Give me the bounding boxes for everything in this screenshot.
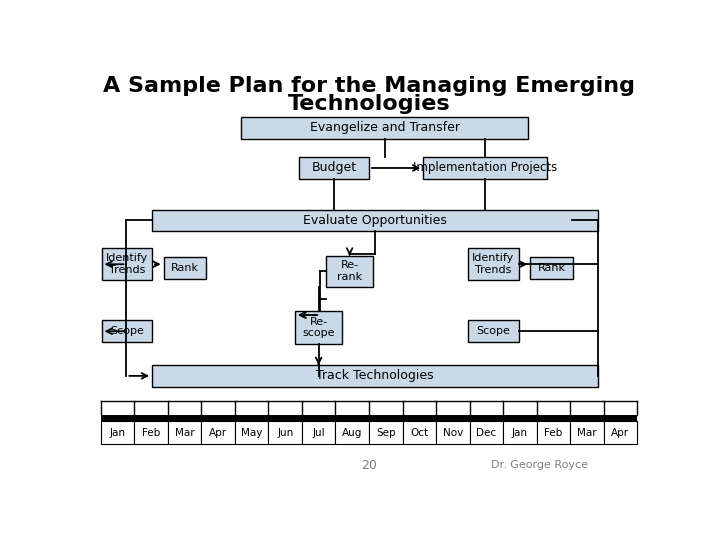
- Bar: [163, 257, 206, 279]
- Text: Oct: Oct: [410, 428, 428, 438]
- Text: 20: 20: [361, 458, 377, 472]
- Text: Sep: Sep: [376, 428, 395, 438]
- Bar: [570, 421, 603, 444]
- Bar: [530, 257, 573, 279]
- Text: May: May: [241, 428, 262, 438]
- Bar: [202, 421, 235, 444]
- Text: Jan: Jan: [109, 428, 125, 438]
- Bar: [423, 157, 547, 179]
- Text: Implementation Projects: Implementation Projects: [413, 161, 557, 174]
- Bar: [300, 157, 369, 179]
- Bar: [295, 311, 342, 343]
- Text: Dr. George Royce: Dr. George Royce: [491, 460, 588, 470]
- Text: Budget: Budget: [312, 161, 356, 174]
- Text: Feb: Feb: [544, 428, 562, 438]
- Bar: [152, 365, 598, 387]
- Bar: [235, 421, 269, 444]
- Bar: [101, 415, 637, 421]
- Bar: [102, 248, 152, 280]
- Text: Evaluate Opportunities: Evaluate Opportunities: [303, 214, 446, 227]
- Text: Mar: Mar: [175, 428, 194, 438]
- Bar: [326, 256, 373, 287]
- Bar: [468, 320, 518, 342]
- Bar: [603, 421, 637, 444]
- Text: Rank: Rank: [171, 263, 199, 273]
- Bar: [336, 421, 369, 444]
- Text: Dec: Dec: [476, 428, 496, 438]
- Bar: [168, 421, 202, 444]
- Text: Technologies: Technologies: [288, 94, 450, 114]
- Bar: [503, 421, 536, 444]
- Text: Jun: Jun: [277, 428, 293, 438]
- Text: Scope: Scope: [477, 326, 510, 336]
- Text: Identify
Trends: Identify Trends: [472, 253, 515, 275]
- Text: Jul: Jul: [312, 428, 325, 438]
- Text: Aug: Aug: [342, 428, 362, 438]
- Bar: [101, 421, 135, 444]
- Bar: [436, 421, 469, 444]
- Bar: [469, 421, 503, 444]
- Bar: [241, 117, 528, 139]
- Bar: [102, 320, 152, 342]
- Bar: [302, 421, 336, 444]
- Bar: [468, 248, 518, 280]
- Text: Apr: Apr: [611, 428, 629, 438]
- Bar: [369, 421, 402, 444]
- Text: Scope: Scope: [110, 326, 144, 336]
- Text: Apr: Apr: [209, 428, 228, 438]
- Text: Rank: Rank: [538, 263, 565, 273]
- Text: Evangelize and Transfer: Evangelize and Transfer: [310, 122, 459, 134]
- Text: Track Technologies: Track Technologies: [316, 369, 433, 382]
- Text: Re-
scope: Re- scope: [302, 316, 335, 338]
- Bar: [269, 421, 302, 444]
- Bar: [152, 210, 598, 231]
- Bar: [402, 421, 436, 444]
- Text: Jan: Jan: [512, 428, 528, 438]
- Text: A Sample Plan for the Managing Emerging: A Sample Plan for the Managing Emerging: [103, 76, 635, 96]
- Text: Identify
Trends: Identify Trends: [106, 253, 148, 275]
- Text: Feb: Feb: [142, 428, 161, 438]
- Text: Mar: Mar: [577, 428, 597, 438]
- Bar: [536, 421, 570, 444]
- Text: Re-
rank: Re- rank: [337, 260, 362, 282]
- Text: Nov: Nov: [443, 428, 463, 438]
- Bar: [135, 421, 168, 444]
